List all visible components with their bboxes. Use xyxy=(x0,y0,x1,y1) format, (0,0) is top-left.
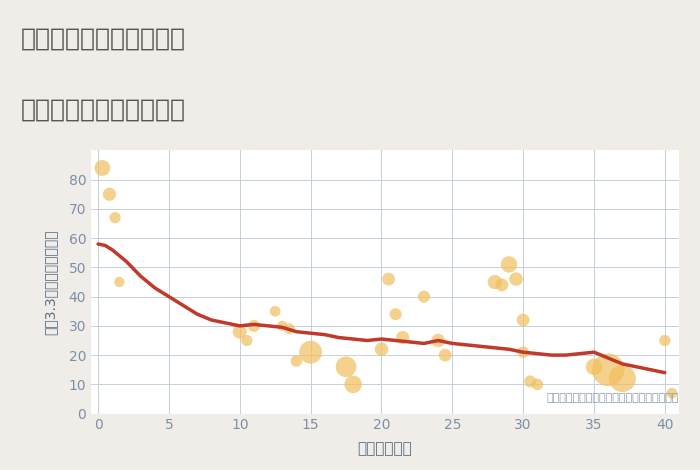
X-axis label: 築年数（年）: 築年数（年） xyxy=(358,441,412,456)
Point xyxy=(603,366,614,374)
Point xyxy=(109,214,120,221)
Point xyxy=(248,322,260,329)
Point xyxy=(305,348,316,356)
Y-axis label: 坪（3.3㎡）単価（万円）: 坪（3.3㎡）単価（万円） xyxy=(43,229,57,335)
Point xyxy=(383,275,394,283)
Point xyxy=(397,334,408,341)
Point xyxy=(270,307,281,315)
Point xyxy=(659,337,671,344)
Point xyxy=(241,337,253,344)
Point xyxy=(97,164,108,172)
Text: 三重県松阪市上ノ庄町の: 三重県松阪市上ノ庄町の xyxy=(21,27,186,51)
Point xyxy=(503,261,514,268)
Point xyxy=(376,345,387,353)
Point xyxy=(524,378,536,385)
Point xyxy=(419,293,430,300)
Point xyxy=(517,348,528,356)
Point xyxy=(104,190,115,198)
Point xyxy=(113,278,125,286)
Point xyxy=(276,322,288,329)
Point xyxy=(290,357,302,365)
Point xyxy=(589,363,600,370)
Point xyxy=(532,381,543,388)
Text: 円の大きさは、取引のあった物件面積を示す: 円の大きさは、取引のあった物件面積を示す xyxy=(547,393,679,403)
Point xyxy=(617,375,628,382)
Point xyxy=(340,363,351,370)
Point xyxy=(489,278,500,286)
Point xyxy=(517,316,528,324)
Point xyxy=(440,352,451,359)
Text: 築年数別中古戸建て価格: 築年数別中古戸建て価格 xyxy=(21,98,186,122)
Point xyxy=(510,275,522,283)
Point xyxy=(433,337,444,344)
Point xyxy=(234,328,246,336)
Point xyxy=(284,325,295,333)
Point xyxy=(666,389,678,397)
Point xyxy=(496,281,507,289)
Point xyxy=(390,310,401,318)
Point xyxy=(347,381,358,388)
